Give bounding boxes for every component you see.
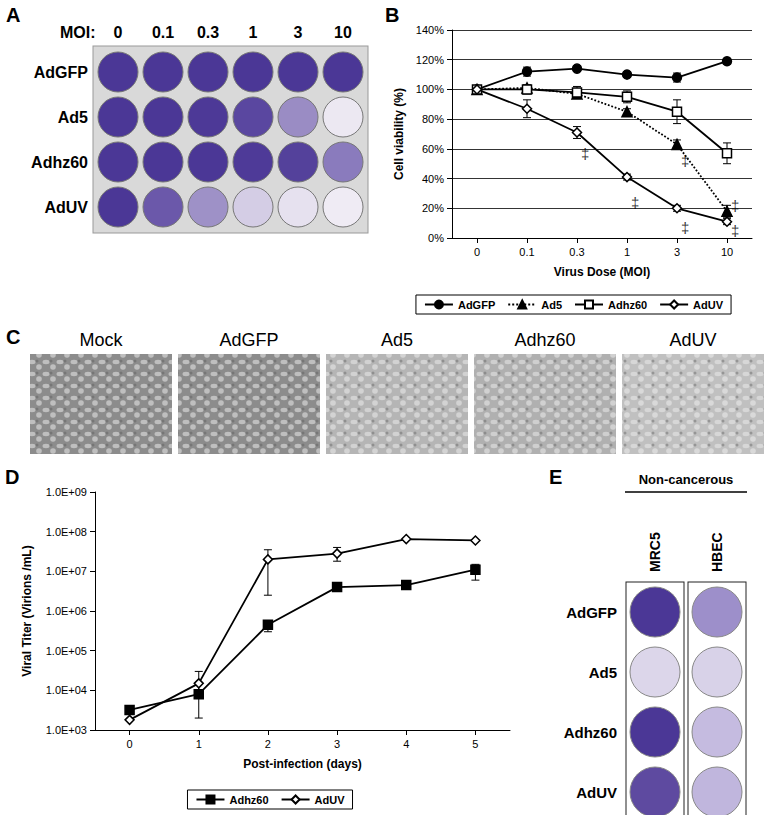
svg-text:E: E [549, 466, 562, 488]
svg-text:0%: 0% [428, 232, 444, 244]
svg-text:Adhz60: Adhz60 [229, 794, 268, 806]
svg-text:‡: ‡ [731, 197, 739, 214]
svg-text:Mock: Mock [79, 330, 123, 350]
svg-text:1: 1 [624, 246, 630, 258]
svg-text:AdUV: AdUV [693, 299, 724, 311]
svg-text:0.1: 0.1 [152, 24, 174, 41]
svg-text:MOI:: MOI: [60, 24, 96, 41]
svg-text:‡: ‡ [681, 152, 689, 169]
svg-text:Viral Titer (Virions /mL): Viral Titer (Virions /mL) [20, 545, 34, 676]
svg-text:‡: ‡ [581, 145, 589, 162]
svg-text:‡: ‡ [631, 194, 639, 211]
svg-text:1: 1 [196, 738, 202, 750]
svg-text:10: 10 [721, 246, 733, 258]
svg-text:Adhz60: Adhz60 [514, 330, 575, 350]
svg-text:140%: 140% [416, 24, 444, 36]
svg-text:0.3: 0.3 [197, 24, 219, 41]
svg-text:Adhz60: Adhz60 [608, 299, 647, 311]
svg-text:Ad5: Ad5 [541, 299, 562, 311]
svg-text:D: D [5, 466, 19, 488]
svg-text:HBEC: HBEC [709, 532, 725, 572]
svg-text:2: 2 [265, 738, 271, 750]
svg-text:40%: 40% [422, 173, 444, 185]
svg-text:1.0E+07: 1.0E+07 [46, 565, 87, 577]
svg-text:‡: ‡ [681, 219, 689, 236]
svg-text:3: 3 [334, 738, 340, 750]
svg-text:80%: 80% [422, 113, 444, 125]
svg-text:1.0E+03: 1.0E+03 [46, 724, 87, 736]
svg-text:100%: 100% [416, 83, 444, 95]
svg-text:Adhz60: Adhz60 [31, 154, 88, 171]
svg-text:60%: 60% [422, 143, 444, 155]
svg-text:AdUV: AdUV [44, 199, 88, 216]
svg-text:Cell viability (%): Cell viability (%) [392, 88, 406, 180]
svg-text:C: C [6, 326, 20, 348]
svg-text:Ad5: Ad5 [381, 330, 413, 350]
svg-text:AdUV: AdUV [576, 784, 617, 801]
svg-text:5: 5 [472, 738, 478, 750]
svg-text:1.0E+04: 1.0E+04 [46, 684, 87, 696]
svg-text:AdGFP: AdGFP [219, 330, 278, 350]
svg-text:AdGFP: AdGFP [458, 299, 495, 311]
svg-text:‡: ‡ [731, 222, 739, 239]
svg-text:0.1: 0.1 [519, 246, 534, 258]
svg-text:Non-cancerous: Non-cancerous [639, 472, 734, 487]
svg-text:AdGFP: AdGFP [34, 64, 89, 81]
svg-text:Virus Dose (MOI): Virus Dose (MOI) [554, 265, 650, 279]
svg-text:AdGFP: AdGFP [566, 604, 617, 621]
svg-text:1.0E+09: 1.0E+09 [46, 486, 87, 498]
svg-text:0.3: 0.3 [569, 246, 584, 258]
svg-text:Post-infection (days): Post-infection (days) [243, 757, 362, 771]
svg-text:AdUV: AdUV [669, 330, 716, 350]
svg-text:1.0E+08: 1.0E+08 [46, 526, 87, 538]
svg-text:B: B [385, 4, 399, 26]
svg-text:Adhz60: Adhz60 [564, 724, 617, 741]
svg-text:10: 10 [334, 24, 352, 41]
svg-text:1.0E+06: 1.0E+06 [46, 605, 87, 617]
svg-text:0: 0 [127, 738, 133, 750]
svg-text:0: 0 [114, 24, 123, 41]
svg-text:4: 4 [403, 738, 409, 750]
svg-text:120%: 120% [416, 54, 444, 66]
svg-text:1: 1 [249, 24, 258, 41]
svg-text:0: 0 [474, 246, 480, 258]
svg-text:3: 3 [294, 24, 303, 41]
svg-text:Ad5: Ad5 [589, 664, 617, 681]
svg-text:1.0E+05: 1.0E+05 [46, 645, 87, 657]
svg-text:MRC5: MRC5 [647, 532, 663, 572]
svg-text:20%: 20% [422, 202, 444, 214]
svg-text:3: 3 [674, 246, 680, 258]
svg-text:AdUV: AdUV [315, 794, 346, 806]
svg-text:A: A [6, 4, 20, 26]
svg-text:Ad5: Ad5 [58, 109, 88, 126]
